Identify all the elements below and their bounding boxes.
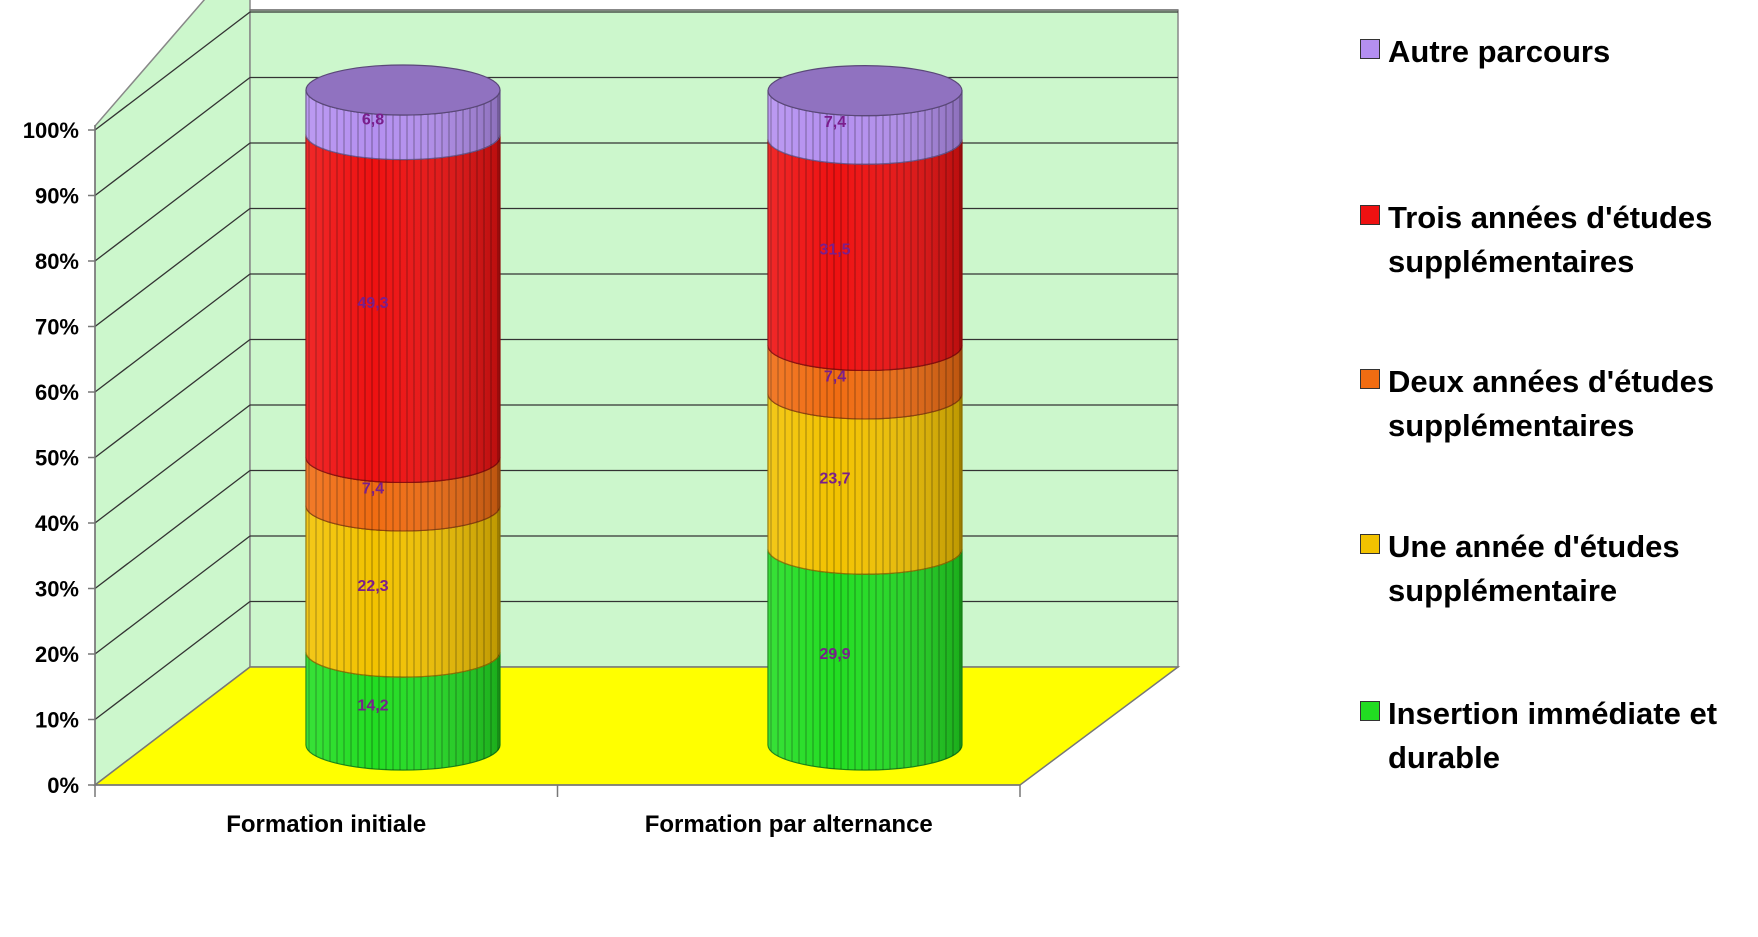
- y-tick-label: 0%: [47, 773, 79, 798]
- legend-swatch: [1360, 534, 1380, 554]
- bar-segment: [767, 139, 963, 372]
- legend-label: Autre parcours: [1388, 34, 1611, 69]
- bar-cylinder: [305, 64, 501, 771]
- legend-item: Une année d'études supplémentaire: [1360, 525, 1748, 613]
- bar-segment: [767, 393, 963, 575]
- axes: 0% 10% 20% 30% 40% 50% 60% 70% 80% 90% 100% Formati…: [23, 118, 1021, 838]
- data-label: 7,4: [824, 114, 846, 131]
- y-tick-label: 80%: [35, 249, 79, 274]
- bar-segment: [767, 549, 963, 771]
- legend-item: Trois années d'études supplémentaires: [1360, 196, 1748, 284]
- chart-floor: [92, 666, 1181, 786]
- bar-cylinder: [767, 65, 963, 771]
- y-tick-label: 100%: [23, 118, 79, 143]
- bars: [305, 64, 963, 771]
- bar-segment: [305, 505, 501, 678]
- data-label: 7,4: [362, 481, 384, 498]
- legend: Autre parcours Trois années d'études supp…: [1360, 0, 1758, 937]
- y-tick-label: 70%: [35, 315, 79, 340]
- x-tick-label: Formation par alternance: [645, 811, 933, 838]
- legend-swatch: [1360, 369, 1380, 389]
- data-label: 6,8: [362, 111, 384, 128]
- legend-label: Deux années d'études supplémentaires: [1388, 364, 1715, 443]
- legend-label: Insertion immédiate et durable: [1388, 696, 1718, 775]
- data-label: 31,5: [819, 241, 850, 258]
- legend-swatch: [1360, 205, 1380, 225]
- data-labels: 14,2 22,3 7,4 49,3 6,8 29,9 23,7 7,4 31,5 7,4: [357, 111, 850, 714]
- y-tick-label: 40%: [35, 511, 79, 536]
- data-label: 14,2: [357, 697, 388, 714]
- legend-item: Deux années d'études supplémentaires: [1360, 360, 1748, 448]
- bar-segment: [305, 134, 501, 484]
- side-wall: [94, 0, 251, 787]
- data-label: 29,9: [819, 646, 850, 663]
- legend-item: Autre parcours: [1360, 30, 1748, 74]
- legend-swatch: [1360, 39, 1380, 59]
- y-tick-label: 30%: [35, 577, 79, 602]
- data-label: 7,4: [824, 369, 846, 386]
- floor-plane: [92, 666, 1181, 786]
- bar-segment: [305, 89, 501, 161]
- legend-swatch: [1360, 701, 1380, 721]
- y-tick-label: 60%: [35, 380, 79, 405]
- legend-label: Trois années d'études supplémentaires: [1388, 200, 1713, 279]
- y-tick-label: 50%: [35, 446, 79, 471]
- legend-label: Une année d'études supplémentaire: [1388, 529, 1680, 608]
- gridline: [94, 11, 1178, 131]
- bar-segment: [305, 457, 501, 532]
- x-tick-label: Formation initiale: [226, 811, 426, 838]
- data-label: 23,7: [819, 471, 850, 488]
- y-tick-label: 10%: [35, 708, 79, 733]
- legend-item: Insertion immédiate et durable: [1360, 692, 1748, 780]
- bar-segment: [305, 651, 501, 771]
- bar-top-cap: [767, 65, 963, 117]
- data-label: 22,3: [357, 578, 388, 595]
- y-tick-label: 90%: [35, 184, 79, 209]
- data-label: 49,3: [357, 295, 388, 312]
- bar-top-cap: [305, 64, 501, 116]
- y-tick-label: 20%: [35, 642, 79, 667]
